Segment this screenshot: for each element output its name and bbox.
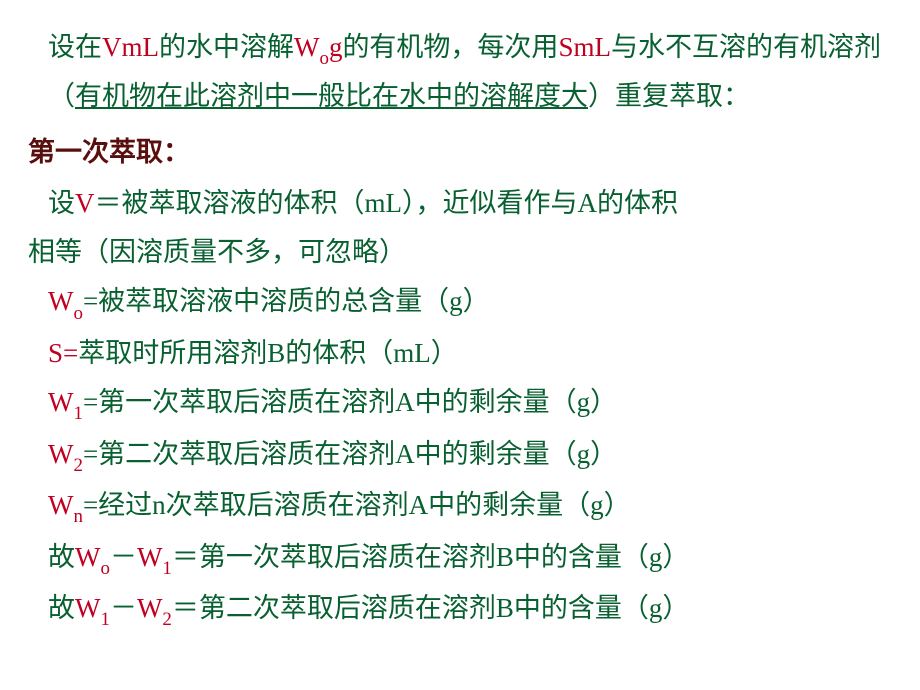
l6b: =经过n次萃取后溶质在溶剂A中的剩余量（g） <box>83 490 631 520</box>
l2b: =被萃取溶液中溶质的总含量（g） <box>83 286 490 316</box>
def-line7: 故Wo－W1＝第一次萃取后溶质在溶剂B中的含量（g） <box>28 534 892 583</box>
l7a: W <box>75 542 100 572</box>
l7b: W <box>137 542 162 572</box>
l7p: 故 <box>48 542 75 572</box>
def-line6: Wn=经过n次萃取后溶质在溶剂A中的剩余量（g） <box>28 482 892 531</box>
l8s2: 2 <box>162 609 171 630</box>
l2s: o <box>73 303 82 324</box>
def-line2: Wo=被萃取溶液中溶质的总含量（g） <box>28 278 892 327</box>
def-line3: S=萃取时所用溶剂B的体积（mL） <box>28 330 892 377</box>
l1b: V <box>75 188 95 218</box>
intro-t1e: o <box>319 48 328 69</box>
l5b: =第二次萃取后溶质在溶剂A中的剩余量（g） <box>83 439 617 469</box>
intro-paragraph: 设在VmL的水中溶解Wog的有机物，每次用SmL与水不互溶的有机溶剂（有机物在此… <box>28 24 892 121</box>
intro-t1a: 设在 <box>48 32 102 62</box>
intro-t1h: SmL <box>558 32 611 62</box>
intro-t1j: 有机物在此溶剂中一般比在水中的溶解度大 <box>75 81 588 111</box>
l3b: 萃取时所用溶剂B的体积（mL） <box>78 338 458 368</box>
def-line4: W1=第一次萃取后溶质在溶剂A中的剩余量（g） <box>28 379 892 428</box>
l5a: W <box>48 439 73 469</box>
def-line8: 故W1－W2＝第二次萃取后溶质在溶剂B中的含量（g） <box>28 585 892 634</box>
l8m: － <box>110 593 137 623</box>
l4b: =第一次萃取后溶质在溶剂A中的剩余量（g） <box>83 387 617 417</box>
l7m: － <box>110 542 137 572</box>
l8s1: 1 <box>100 609 109 630</box>
l1a: 设 <box>48 188 75 218</box>
intro-t1c: 的水中溶解 <box>159 32 294 62</box>
l8a: W <box>75 593 100 623</box>
l5s: 2 <box>73 455 82 476</box>
l1c: ＝被萃取溶液的体积（mL），近似看作与A的体积 <box>95 188 679 218</box>
l7s1: o <box>100 558 109 579</box>
l6a: W <box>48 490 73 520</box>
l7t: ＝第一次萃取后溶质在溶剂B中的含量（g） <box>172 542 690 572</box>
intro-t1f: g <box>329 32 343 62</box>
l2a: W <box>48 286 73 316</box>
l8t: ＝第二次萃取后溶质在溶剂B中的含量（g） <box>172 593 690 623</box>
intro-t1b: VmL <box>102 32 159 62</box>
def-line1: 设V＝被萃取溶液的体积（mL），近似看作与A的体积 <box>28 180 892 227</box>
intro-t1g: 的有机物，每次用 <box>342 32 558 62</box>
def-line1b: 相等（因溶质量不多，可忽略） <box>28 229 892 276</box>
l7s2: 1 <box>162 558 171 579</box>
l3a: S= <box>48 338 78 368</box>
intro-t1d: W <box>294 32 319 62</box>
l4s: 1 <box>73 403 82 424</box>
l8p: 故 <box>48 593 75 623</box>
l8b: W <box>137 593 162 623</box>
section-title: 第一次萃取： <box>28 129 892 176</box>
intro-t1k: ）重复萃取： <box>588 81 750 111</box>
l4a: W <box>48 387 73 417</box>
def-line5: W2=第二次萃取后溶质在溶剂A中的剩余量（g） <box>28 431 892 480</box>
l6s: n <box>73 506 82 527</box>
